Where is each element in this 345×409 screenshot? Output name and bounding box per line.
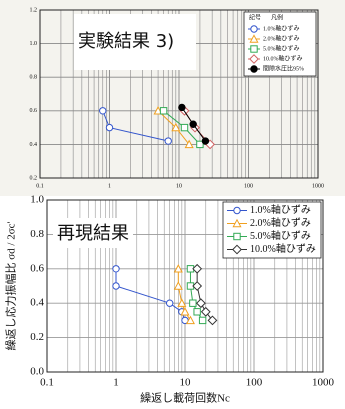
y-axis-label: 繰返し応力振幅比 σd / 2σc' (4, 221, 18, 350)
marker (207, 315, 218, 326)
annotation: 再現結果 (57, 223, 129, 244)
marker (249, 54, 259, 64)
y-tick-label: 1.0 (30, 41, 38, 47)
marker (99, 107, 107, 115)
legend-label: 1.0%軸ひずみ (250, 203, 311, 216)
marker (233, 232, 241, 241)
annotation-box (53, 218, 133, 248)
x-tick-label: 1000 (312, 183, 324, 189)
marker (185, 315, 195, 325)
marker (164, 137, 172, 145)
y-tick-label: 0.6 (30, 262, 44, 274)
marker (232, 244, 242, 255)
x-tick-label: 100 (246, 377, 263, 389)
legend-box (243, 11, 317, 77)
legend-header: 記号 (249, 13, 261, 21)
x-tick-label: 1 (113, 377, 119, 389)
y-tick-label: 0.8 (30, 75, 38, 81)
y-tick-label: 1.0 (30, 194, 44, 206)
marker (192, 281, 203, 291)
marker (196, 140, 204, 149)
plot-frame (46, 199, 324, 373)
legend-label: 間隙水圧比95% (263, 64, 304, 72)
marker (173, 281, 183, 290)
marker (178, 103, 186, 112)
marker (201, 137, 210, 145)
marker (165, 299, 174, 307)
marker (249, 34, 259, 43)
y-tick-label: 0.6 (30, 108, 38, 114)
legend-label: 2.0%軸ひずみ (263, 34, 300, 42)
marker (189, 299, 197, 307)
legend-label: 5.0%軸ひずみ (263, 44, 300, 52)
x-tick-label: 0.1 (40, 377, 54, 389)
marker (250, 65, 258, 73)
marker (159, 107, 168, 115)
marker (180, 307, 190, 316)
marker (112, 265, 120, 273)
marker (189, 120, 197, 128)
legend-label: 1.0%軸ひずみ (263, 24, 300, 32)
legend-label: 10.0%軸ひずみ (263, 54, 303, 62)
marker (171, 122, 181, 132)
x-axis-label: 繰返し載荷回数Nc (140, 391, 230, 405)
x-tick-label: 1 (108, 183, 111, 189)
y-tick-label: 0.2 (30, 175, 38, 181)
annotation-box (74, 14, 196, 70)
y-tick-label: 0.8 (30, 228, 44, 240)
legend-label: 10.0%軸ひずみ (250, 242, 316, 255)
marker (177, 298, 187, 307)
marker (192, 263, 203, 274)
x-tick-label: 100 (244, 183, 253, 189)
y-tick-label: 0.4 (30, 297, 44, 309)
y-tick-label: 0.0 (30, 366, 44, 378)
marker (232, 218, 242, 228)
legend-header: 凡例 (271, 13, 283, 21)
marker (173, 264, 183, 273)
marker (233, 206, 241, 215)
marker (112, 282, 120, 290)
y-tick-label: 0.4 (30, 142, 38, 148)
x-tick-label: 10 (176, 183, 182, 189)
y-tick-label: 1.2 (30, 7, 38, 13)
marker (250, 45, 258, 53)
marker (200, 306, 211, 317)
plot-frame (39, 9, 319, 179)
annotation: 実験結果 3) (78, 31, 174, 52)
x-tick-label: 10 (180, 377, 192, 389)
marker (195, 298, 206, 309)
legend-label: 2.0%軸ひずみ (250, 216, 311, 229)
marker (184, 139, 194, 149)
marker (198, 316, 207, 325)
marker (250, 25, 258, 33)
x-tick-label: 0.1 (36, 183, 44, 189)
legend-label: 5.0%軸ひずみ (250, 229, 311, 242)
y-tick-label: 0.2 (30, 331, 44, 343)
marker (193, 308, 201, 316)
x-tick-label: 1000 (312, 377, 335, 389)
marker (105, 123, 114, 132)
marker (180, 123, 189, 132)
